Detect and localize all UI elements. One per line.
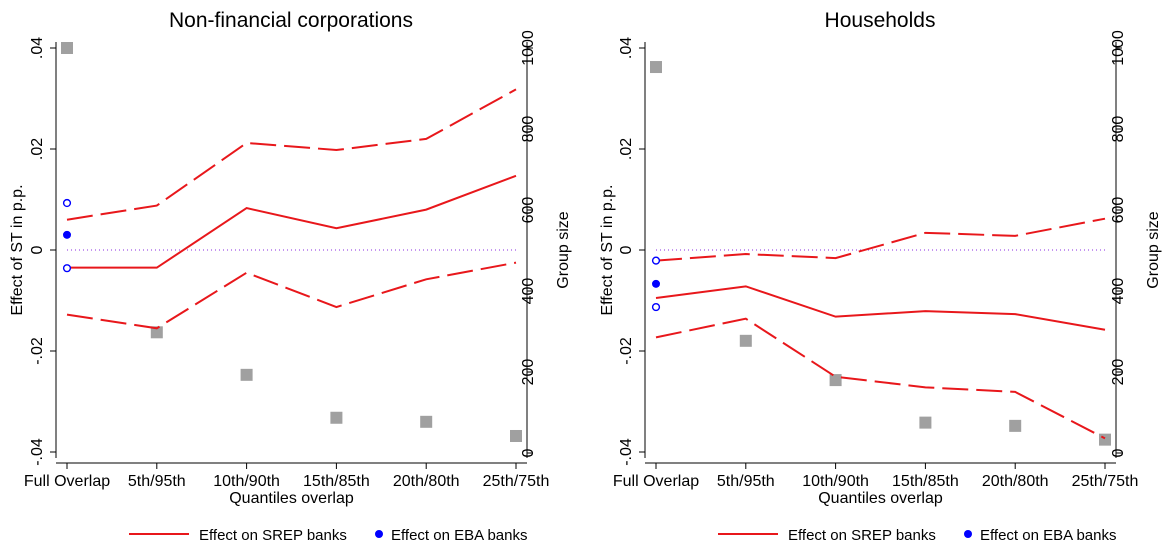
x-tick-label: Full Overlap [24, 473, 110, 490]
x-tick-label: 5th/95th [128, 473, 186, 490]
group-size-marker [150, 326, 163, 339]
group-size-marker [739, 334, 752, 347]
group-size-marker [510, 429, 522, 442]
chart-title: Non-financial corporations [169, 9, 413, 32]
y2-tick-label: 400 [520, 278, 537, 305]
group-size-marker [1009, 419, 1022, 432]
y-tick-label: 0 [29, 245, 46, 254]
group-size-marker [420, 415, 433, 428]
eba-estimate-marker [652, 279, 660, 288]
y2-tick-label: 400 [1110, 278, 1127, 305]
y2-tick-label: 600 [520, 197, 537, 224]
y2-axis-label: Group size [555, 211, 572, 288]
x-tick-label: 15th/85th [303, 473, 370, 490]
y2-tick-label: 1000 [1110, 30, 1127, 66]
group-size-marker [1099, 433, 1111, 446]
srep-lower-bound-line [655, 317, 1106, 440]
y-tick-label: .02 [618, 138, 635, 160]
y2-tick-label: 0 [1110, 448, 1127, 457]
y-axis-label: Effect of ST in p.p. [599, 184, 616, 315]
y-axis-label: Effect of ST in p.p. [9, 184, 26, 315]
y-tick-label: .04 [29, 37, 46, 59]
legend-eba-label: Effect on EBA banks [980, 527, 1116, 544]
group-size-marker [240, 368, 253, 381]
chart-title: Households [825, 9, 936, 32]
y2-tick-label: 600 [1110, 197, 1127, 224]
x-axis-label: Quantiles overlap [818, 490, 943, 507]
group-size-marker [919, 416, 932, 429]
y2-tick-label: 200 [1110, 359, 1127, 386]
legend-srep-label: Effect on SREP banks [199, 527, 347, 544]
chart-panel-1: Non-financial corporations .04 .02 0 -.02 -.0… [9, 9, 572, 544]
x-tick-label: 10th/90th [802, 473, 869, 490]
y2-tick-label: 1000 [520, 30, 537, 66]
group-size-marker [330, 411, 343, 424]
legend-eba-swatch [964, 530, 972, 538]
eba-lower-marker [62, 264, 72, 273]
y2-tick-label: 0 [520, 448, 537, 457]
y-tick-label: -.04 [29, 438, 46, 466]
y-tick-label: -.02 [29, 337, 46, 365]
x-axis-label: Quantiles overlap [229, 490, 354, 507]
x-tick-label: 25th/75th [483, 473, 550, 490]
group-size-marker [829, 374, 842, 387]
y-tick-label: -.02 [618, 337, 635, 365]
eba-estimate-marker [63, 230, 71, 239]
x-tick-label: 10th/90th [213, 473, 280, 490]
x-tick-label: 20th/80th [393, 473, 460, 490]
srep-lower-bound-line [66, 261, 517, 330]
srep-effect-line [655, 285, 1106, 331]
y2-axis-label: Group size [1145, 211, 1162, 288]
eba-upper-marker [651, 256, 661, 265]
x-tick-label: 20th/80th [982, 473, 1049, 490]
chart-panel-2: Households .04 .02 0 -.02 -.04 Effect of ST in… [599, 9, 1162, 544]
x-tick-label: 15th/85th [892, 473, 959, 490]
x-tick-label: Full Overlap [613, 473, 699, 490]
x-tick-label: 5th/95th [717, 473, 775, 490]
y-tick-label: .02 [29, 138, 46, 160]
legend-eba-swatch [375, 530, 383, 538]
legend-srep-label: Effect on SREP banks [788, 527, 936, 544]
y2-tick-label: 800 [1110, 116, 1127, 143]
legend-eba-label: Effect on EBA banks [391, 527, 527, 544]
x-tick-label: 25th/75th [1072, 473, 1139, 490]
srep-upper-bound-line [66, 88, 517, 221]
y2-tick-label: 800 [520, 116, 537, 143]
srep-effect-line [67, 174, 517, 269]
y-tick-label: 0 [618, 245, 635, 254]
group-size-marker [61, 42, 73, 54]
y2-tick-label: 200 [520, 359, 537, 386]
srep-upper-bound-line [655, 217, 1106, 262]
eba-upper-marker [62, 198, 72, 208]
group-size-marker [650, 61, 662, 74]
y-tick-label: -.04 [618, 438, 635, 466]
eba-lower-marker [651, 302, 661, 312]
y-tick-label: .04 [618, 37, 635, 59]
